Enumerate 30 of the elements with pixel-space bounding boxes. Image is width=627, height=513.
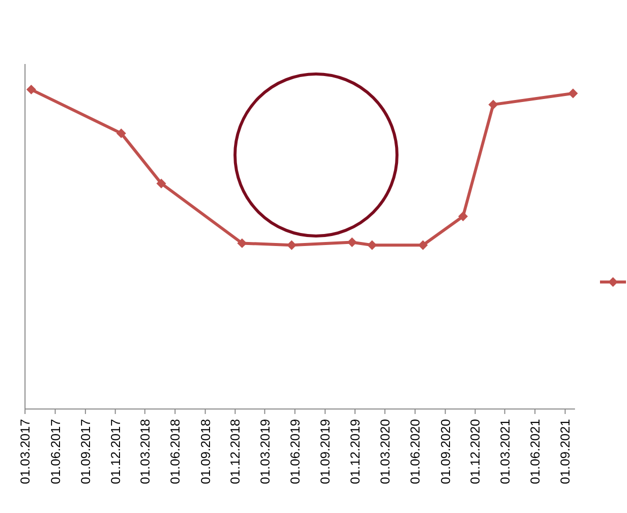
point [286,240,296,250]
x-tick-label: 01.09.2017 [78,419,93,484]
point [568,88,578,98]
x-tick-label: 01.06.2018 [168,419,183,484]
x-tick-label: 01.06.2021 [527,419,542,484]
x-tick-label: 01.06.2019 [287,419,302,484]
x-tick-label: 01.12.2019 [348,419,363,484]
point [347,237,357,248]
x-tick-label: 01.03.2021 [497,419,512,484]
x-tick-label: 01.03.2017 [18,419,33,484]
point [488,100,498,110]
x-tick-label: 01.12.2020 [468,419,483,484]
x-tick-label: 01.12.2018 [228,419,243,484]
x-tick-label: 01.09.2018 [198,419,213,484]
point [156,178,166,188]
point [458,212,468,222]
x-tick-label: 01.03.2018 [137,419,152,484]
point [237,238,247,248]
x-tick-label: 01.09.2019 [318,419,333,484]
x-tick-label: 01.03.2020 [377,419,392,484]
point [367,240,377,250]
x-tick-label: 01.09.2021 [558,419,573,484]
point [116,128,126,138]
point [26,84,36,94]
point [418,240,428,250]
x-tick-label: 01.06.2017 [48,419,63,484]
x-tick-label: 01.09.2020 [438,419,453,484]
x-tick-label: 01.06.2020 [408,419,423,484]
x-tick-label: 01.12.2017 [108,419,123,484]
x-tick-label: 01.03.2019 [257,419,272,484]
